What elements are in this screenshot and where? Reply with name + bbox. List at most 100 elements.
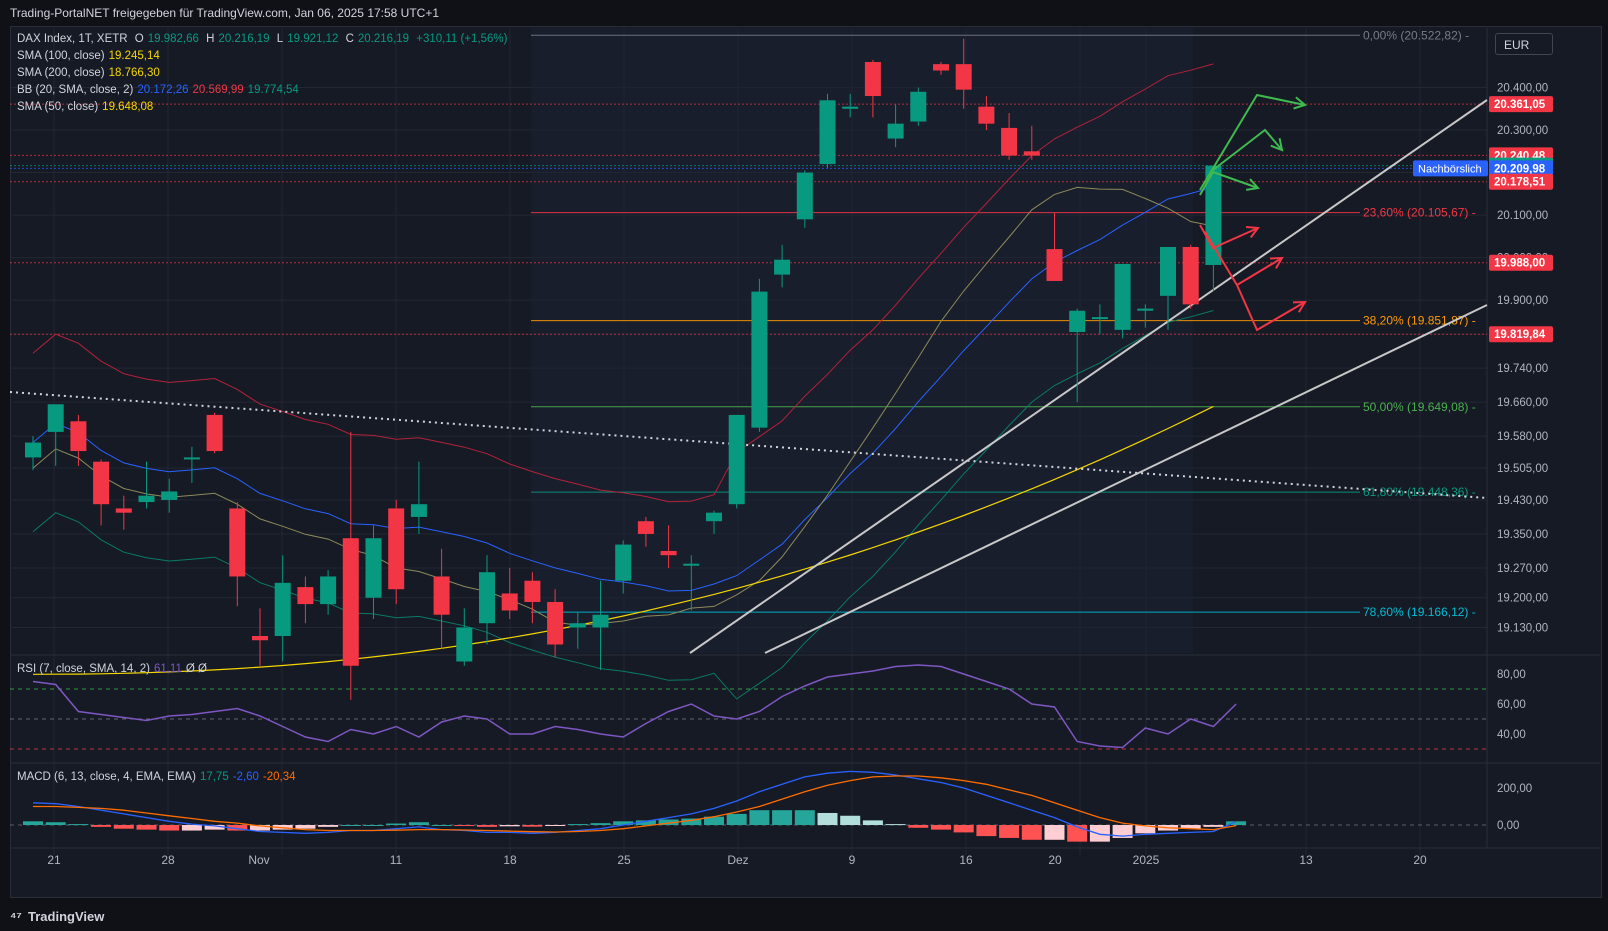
legend-sma200-row: SMA (200, close) 18.766,30 <box>17 67 160 79</box>
arrow-head <box>1292 300 1307 313</box>
arrow-head <box>1269 256 1284 269</box>
projection-arrows <box>1199 93 1308 332</box>
macd-hist-bar <box>772 810 793 825</box>
arrow-head <box>1245 226 1260 239</box>
macd-hist-bar <box>227 825 248 831</box>
price-tick-label: 19.200,00 <box>1497 593 1548 605</box>
macd-hist-bar <box>522 825 543 827</box>
legend-open: O 19.982,66 <box>134 33 199 45</box>
macd-signal-line <box>33 775 1237 833</box>
macd-hist-bar <box>136 825 157 830</box>
candle-body <box>479 572 495 624</box>
candle-body <box>933 64 949 71</box>
macd-hist-bar <box>953 825 974 833</box>
time-tick-label: Dez <box>727 853 748 867</box>
candle-body <box>796 172 813 220</box>
dotted-trendline <box>9 391 1488 499</box>
macd-hist-bar <box>704 816 724 825</box>
price-tick-label: 19.580,00 <box>1497 431 1548 443</box>
tradingview-logo: ⁴⁷ TradingView <box>10 909 105 924</box>
macd-hist-bar <box>567 824 588 826</box>
macd-hist-bar <box>454 825 475 826</box>
projection-arrow <box>1199 170 1259 196</box>
macd-hist-bar <box>1226 821 1247 825</box>
legend-low: L 19.921,12 <box>276 33 339 45</box>
macd-hist-bar <box>658 819 679 825</box>
legend-sma50-row: SMA (50, close) 19.648,08 <box>17 101 154 113</box>
fib-level-label: 61,80% (19.448,36) - <box>1363 485 1476 499</box>
candle-body <box>1023 151 1040 156</box>
macd-hist-bar <box>1089 825 1110 842</box>
macd-hist-bar <box>999 825 1020 838</box>
candle-body <box>410 504 427 517</box>
macd-hist-bar <box>794 810 815 825</box>
macd-hist-bar <box>1021 825 1042 840</box>
candle-body <box>1069 310 1086 332</box>
after-hours-label: Nachbörslich <box>1418 163 1482 175</box>
time-tick-label: 20 <box>1048 853 1062 867</box>
price-tick-label: 20.300,00 <box>1497 125 1548 137</box>
price-label-box <box>1489 160 1553 177</box>
candle-body <box>115 508 132 513</box>
price-tick-label: 19.900,00 <box>1497 295 1548 307</box>
time-tick-label: Nov <box>248 853 269 867</box>
macd-hist-bar <box>749 810 770 825</box>
arrow-head <box>1245 178 1260 191</box>
candle-body <box>660 550 677 556</box>
rsi-tick-label: 60,00 <box>1497 699 1526 711</box>
macd-hist-bar <box>726 813 747 825</box>
macd-hist-bar <box>1044 825 1065 840</box>
legend-change: +310,11 (+1,56%) <box>416 33 508 45</box>
price-label-text: 19.988,00 <box>1494 258 1545 270</box>
macd-hist-bar <box>1112 825 1133 838</box>
price-label-text: 20.209,98 <box>1494 163 1546 175</box>
macd-hist-bar <box>204 825 225 830</box>
time-tick-label: 16 <box>959 853 973 867</box>
price-label-text: 20.361,05 <box>1494 99 1546 111</box>
macd-hist-bar <box>250 825 270 831</box>
price-tick-label: 19.270,00 <box>1497 563 1548 575</box>
macd-hist-bar <box>1135 825 1156 834</box>
price-label-box <box>1489 96 1553 113</box>
rsi-line <box>32 664 1237 749</box>
candle-body <box>842 106 859 109</box>
macd-hist-bar <box>817 812 838 825</box>
candle-body <box>297 587 314 605</box>
projection-arrow <box>1236 284 1306 332</box>
candle-body <box>637 521 654 534</box>
after-hours-box <box>1413 160 1488 177</box>
time-tick-label: 25 <box>617 853 631 867</box>
legend-bb-row: BB (20, SMA, close, 2) 20.172,26 20.569,99… <box>17 84 299 96</box>
macd-hist-bar <box>340 825 361 826</box>
candle-body <box>1001 127 1018 156</box>
time-tick-label: 28 <box>161 853 175 867</box>
candle-body <box>320 576 337 605</box>
price-label-box <box>1489 326 1553 343</box>
fib-level-label: 50,00% (19.649,08) - <box>1363 400 1476 414</box>
time-tick-label: 2025 <box>1133 853 1160 867</box>
price-tick-label: 19.660,00 <box>1497 397 1548 409</box>
trendline-lower <box>764 304 1488 654</box>
macd-hist-bar <box>1180 825 1201 829</box>
candle-body <box>706 512 722 522</box>
candle-body <box>978 106 995 124</box>
macd-hist-bar <box>91 825 112 827</box>
currency-selector[interactable]: EUR <box>1495 33 1553 55</box>
tradingview-mark-icon: ⁴⁷ <box>10 909 22 924</box>
legend-high: H 20.216,19 <box>206 33 270 45</box>
candle-body <box>819 100 836 165</box>
macd-hist-bar <box>908 825 929 828</box>
price-label-text: 20.178,51 <box>1494 177 1546 189</box>
price-tick-label: 20.100,00 <box>1497 210 1548 222</box>
candle-body <box>229 508 246 577</box>
legend-symbol-row: DAX Index, 1T, XETR O 19.982,66 H 20.216,1… <box>17 33 511 45</box>
macd-hist-bar <box>862 820 883 825</box>
macd-hist-bar <box>976 825 997 837</box>
macd-hist-bar <box>431 825 452 826</box>
candle-body <box>728 414 745 505</box>
time-tick-label: 18 <box>503 853 517 867</box>
macd-hist-bar <box>499 825 520 827</box>
macd-hist-bar <box>477 825 497 827</box>
candle-body <box>955 64 972 90</box>
